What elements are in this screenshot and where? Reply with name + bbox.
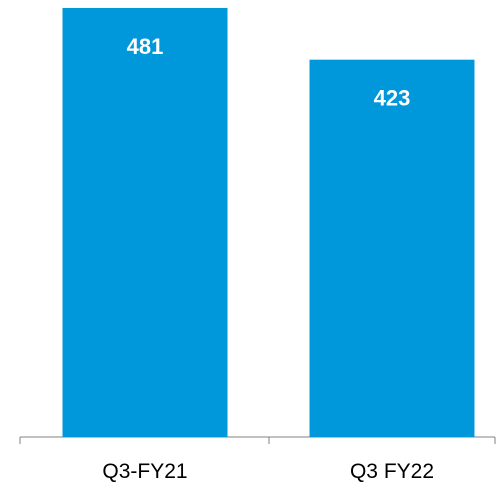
- x-tick-label-0: Q3-FY21: [102, 460, 187, 483]
- data-labels-group: 481 423: [127, 34, 411, 111]
- bars-group: [62, 7, 475, 438]
- data-label-1: 423: [374, 86, 411, 111]
- x-tick-labels-group: Q3-FY21 Q3 FY22: [102, 460, 434, 483]
- data-label-0: 481: [127, 34, 164, 59]
- x-tick-label-1: Q3 FY22: [350, 460, 434, 483]
- bar-0: [62, 7, 228, 438]
- bar-1: [309, 59, 475, 438]
